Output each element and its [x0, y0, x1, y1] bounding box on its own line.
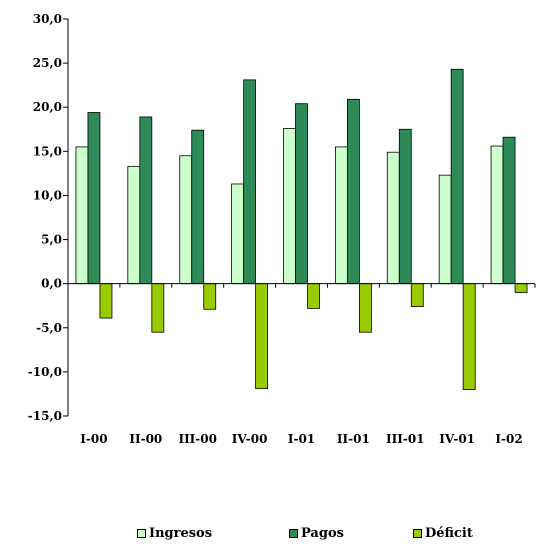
legend-label-ingresos: Ingresos	[149, 526, 213, 541]
bar-deficit	[255, 283, 269, 390]
x-tick-label: III-01	[386, 432, 425, 446]
y-tick-label: 10,0	[33, 188, 62, 202]
legend-item-pagos: Pagos	[289, 526, 344, 541]
bar-ingresos	[179, 155, 193, 285]
x-tick-label: I-00	[80, 432, 107, 446]
x-tick-label: II-01	[337, 432, 370, 446]
bar-deficit	[410, 283, 424, 308]
bar-pagos	[398, 128, 412, 285]
y-tick-label: -10,0	[28, 365, 62, 379]
bar-deficit	[514, 283, 528, 293]
x-tick-label: I-01	[288, 432, 315, 446]
x-tick-label: I-02	[495, 432, 522, 446]
bar-deficit	[358, 283, 372, 333]
bar-pagos	[191, 129, 205, 285]
bar-deficit	[151, 283, 165, 333]
y-tick-label: -5,0	[36, 321, 62, 335]
legend-item-deficit: Déficit	[413, 526, 473, 541]
legend-swatch-ingresos	[137, 529, 146, 538]
bar-ingresos	[386, 151, 400, 285]
y-tick-label: 5,0	[41, 233, 62, 247]
y-tick-label: 20,0	[33, 100, 62, 114]
bar-pagos	[346, 98, 360, 285]
bar-deficit	[99, 283, 113, 319]
legend-label-pagos: Pagos	[301, 526, 344, 541]
bar-ingresos	[75, 146, 89, 285]
bar-pagos	[139, 116, 153, 285]
bar-ingresos	[490, 145, 504, 285]
bar-deficit	[203, 283, 217, 310]
y-tick-label: 15,0	[33, 144, 62, 158]
bar-pagos	[295, 103, 308, 285]
y-tick-label: 30,0	[33, 12, 62, 26]
bars	[75, 68, 528, 390]
legend-item-ingresos: Ingresos	[137, 526, 212, 541]
x-tick-label: II-00	[129, 432, 162, 446]
bar-ingresos	[231, 183, 245, 285]
bar-ingresos	[438, 174, 452, 285]
bar-ingresos	[334, 146, 348, 285]
legend: Ingresos Pagos Déficit	[0, 526, 543, 546]
legend-label-deficit: Déficit	[425, 526, 473, 541]
x-axis: I-00 II-00 III-00 IV-00 I-01 II-01 III-01 IV-01…	[67, 283, 536, 446]
bar-pagos	[87, 112, 101, 285]
y-tick-label: 25,0	[33, 56, 62, 70]
x-tick-label: IV-01	[439, 432, 475, 446]
bar-deficit	[462, 283, 476, 390]
x-tick-label: IV-00	[232, 432, 268, 446]
y-axis: 30,0 25,0 20,0 15,0 10,0 5,0 0,0 -5,0 -10,0 -15,0	[28, 12, 69, 423]
y-tick-label: 0,0	[41, 277, 62, 291]
legend-swatch-pagos	[289, 529, 298, 538]
bar-ingresos	[283, 127, 296, 285]
bar-ingresos	[127, 165, 141, 285]
bar-pagos	[243, 79, 257, 285]
y-tick-label: -15,0	[28, 409, 62, 423]
x-tick-label: III-00	[178, 432, 217, 446]
bar-pagos	[502, 136, 516, 285]
bar-pagos	[450, 68, 464, 285]
bar-deficit	[307, 283, 320, 309]
legend-swatch-deficit	[413, 529, 422, 538]
